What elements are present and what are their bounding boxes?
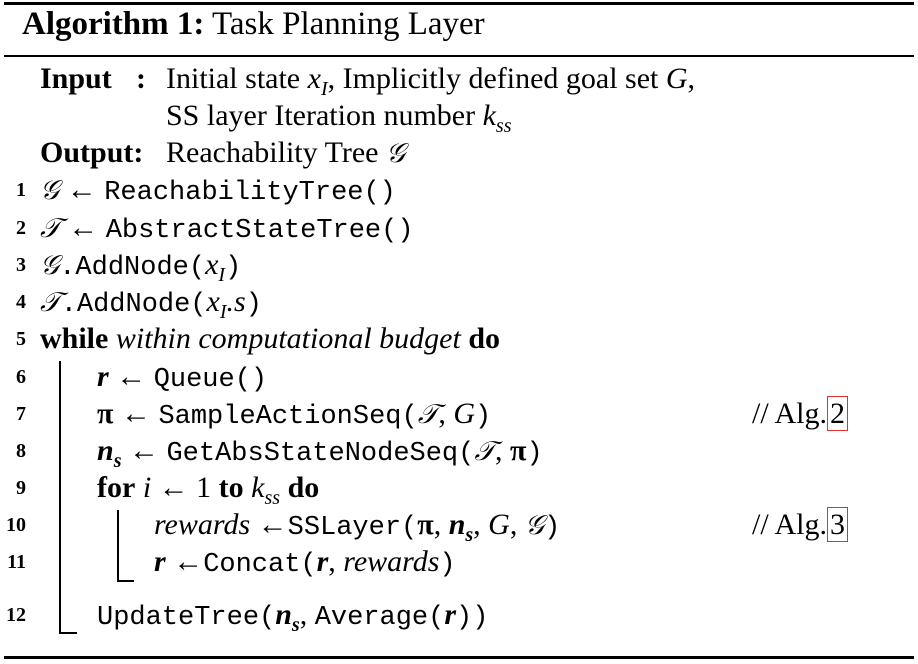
line-number-8: 8 xyxy=(16,440,26,462)
line-number-12: 12 xyxy=(6,604,26,626)
top-rule xyxy=(4,2,914,5)
title-rule xyxy=(4,55,914,57)
algorithm-title: Algorithm 1: Task Planning Layer xyxy=(22,6,485,43)
code-line-4: 𝒯.AddNode(xI.s) xyxy=(40,285,262,323)
line-number-1: 1 xyxy=(16,179,26,201)
code-line-11: r ←Concat(r, rewards) xyxy=(154,545,456,580)
line-number-10: 10 xyxy=(6,514,26,536)
algorithm-label: Algorithm 1: xyxy=(22,6,205,42)
code-line-10: rewards ←SSLayer(π, ns, G, 𝒢) xyxy=(154,508,561,546)
input-sep: : xyxy=(136,62,146,95)
for-block-bar xyxy=(117,510,119,581)
input-text-1: Initial state xI, Implicitly defined goa… xyxy=(166,62,696,100)
code-line-6: r ← Queue() xyxy=(97,360,268,395)
for-block-end xyxy=(117,580,134,582)
line-number-5: 5 xyxy=(16,328,26,350)
line-number-3: 3 xyxy=(16,254,26,276)
output-text: Reachability Tree 𝒢 xyxy=(166,136,406,169)
while-block-bar xyxy=(59,361,61,633)
alg-2-link[interactable]: 2 xyxy=(827,396,849,431)
comment-alg-2: // Alg. 2 xyxy=(752,396,849,432)
bottom-rule xyxy=(4,656,914,659)
input-line-1: Input xyxy=(40,61,112,97)
code-line-1: 𝒢 ← ReachabilityTree() xyxy=(40,173,396,208)
line-number-11: 11 xyxy=(7,551,26,573)
code-line-2: 𝒯 ← AbstractStateTree() xyxy=(40,211,414,246)
code-line-8: ns ← GetAbsStateNodeSeq(𝒯, π) xyxy=(97,434,543,472)
line-number-4: 4 xyxy=(16,291,26,313)
code-line-3: 𝒢.AddNode(xI) xyxy=(40,248,242,286)
line-number-9: 9 xyxy=(16,477,26,499)
comment-alg-3: // Alg. 3 xyxy=(752,507,849,543)
code-line-9: for i ← 1 to kss do xyxy=(97,471,320,509)
output-line: Output: xyxy=(40,135,143,171)
line-number-7: 7 xyxy=(16,403,26,425)
while-block-end xyxy=(59,632,77,634)
alg-3-link[interactable]: 3 xyxy=(827,507,849,542)
line-number-2: 2 xyxy=(16,217,26,239)
input-label: Input xyxy=(40,62,112,95)
code-line-5: while within computational budget do xyxy=(40,322,501,355)
line-number-6: 6 xyxy=(16,366,26,388)
code-line-7: π ← SampleActionSeq(𝒯, G) xyxy=(97,397,492,432)
algorithm-name: Task Planning Layer xyxy=(212,6,485,42)
output-label: Output: xyxy=(40,136,144,169)
input-text-2: SS layer Iteration number kss xyxy=(166,99,512,137)
code-line-12: UpdateTree(ns, Average(r)) xyxy=(97,598,489,636)
